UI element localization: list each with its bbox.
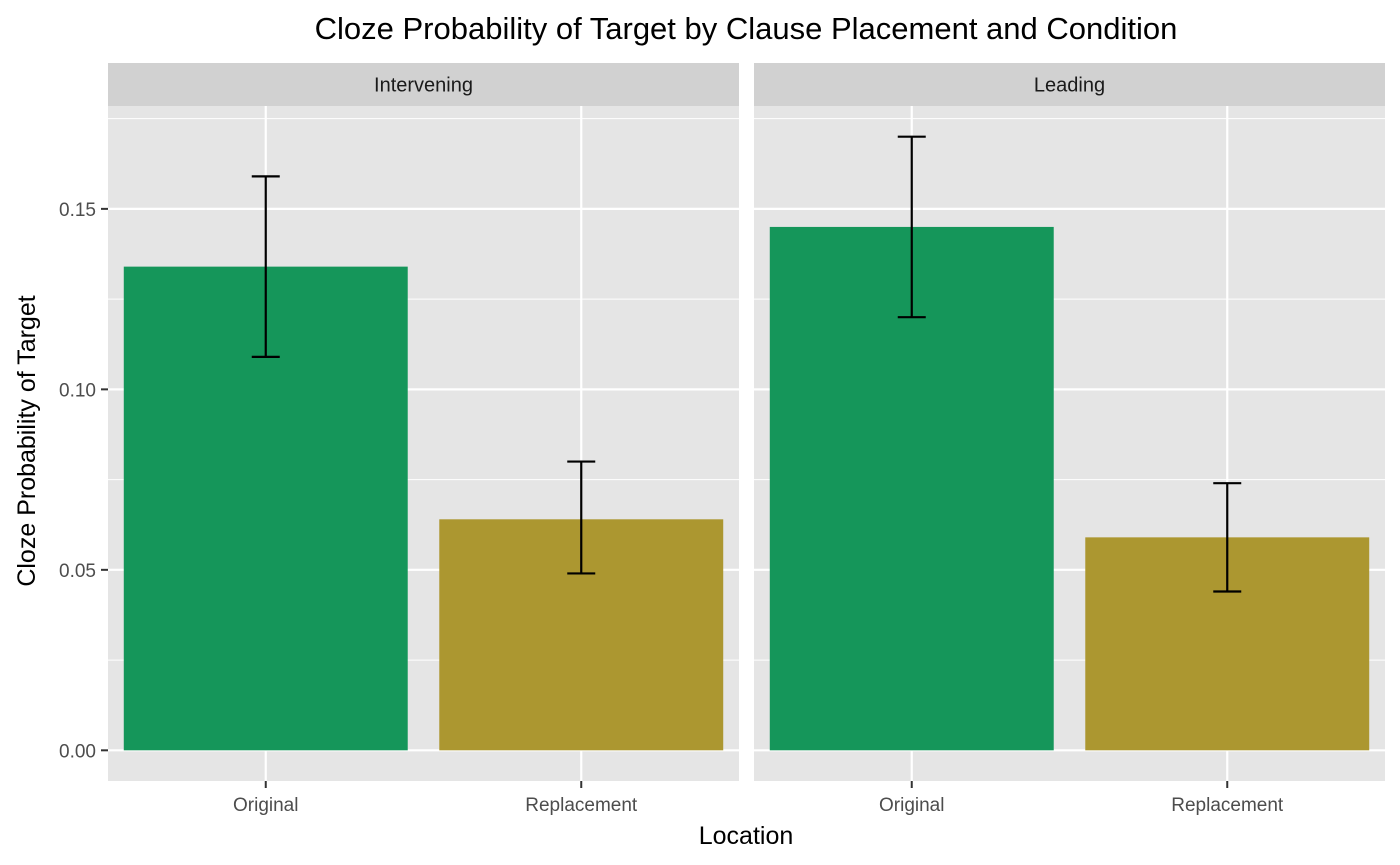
y-tick-label: 0.00 <box>59 741 96 762</box>
x-tick-label: Original <box>233 795 298 816</box>
facet-panel-0: Intervening Original Replacement <box>108 63 739 816</box>
x-tick-label: Replacement <box>1171 795 1284 816</box>
error-bar <box>897 135 926 319</box>
chart-title: Cloze Probability of Target by Clause Pl… <box>315 11 1178 46</box>
error-bar <box>251 175 280 358</box>
facet-strip <box>754 63 1385 106</box>
error-bar <box>567 460 596 575</box>
y-axis-title: Cloze Probability of Target <box>13 295 41 586</box>
facet-strip-label: Leading <box>1034 75 1105 97</box>
facet-strip-label: Intervening <box>374 75 473 97</box>
x-axis-title: Location <box>699 822 794 850</box>
x-tick-label: Replacement <box>525 795 638 816</box>
error-bar <box>1213 482 1242 593</box>
y-tick-label: 0.15 <box>59 200 96 221</box>
facet-strip <box>108 63 739 106</box>
facet-panel-1: Leading Original Replacement <box>754 63 1385 816</box>
y-tick-label: 0.10 <box>59 380 96 401</box>
x-tick-label: Original <box>879 795 944 816</box>
y-tick-label: 0.05 <box>59 561 96 582</box>
